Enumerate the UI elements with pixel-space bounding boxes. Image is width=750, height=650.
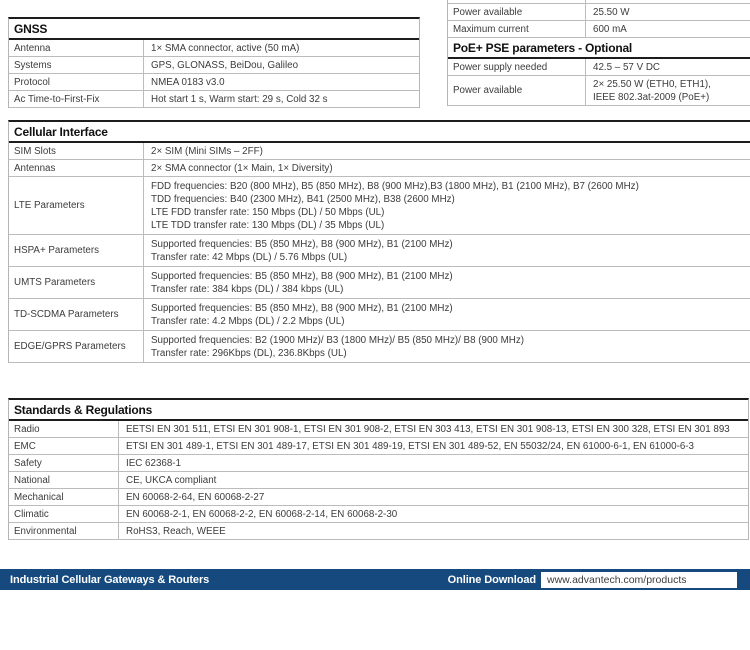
table-row: Environmental RoHS3, Reach, WEEE xyxy=(9,523,748,540)
table-row: Power available 2× 25.50 W (ETH0, ETH1),… xyxy=(448,76,750,106)
row-label: HSPA+ Parameters xyxy=(9,235,144,266)
row-value: 2× SIM (Mini SIMs – 2FF) xyxy=(151,145,263,157)
gnss-table: GNSS Antenna 1× SMA connector, active (5… xyxy=(8,17,420,108)
row-value: EN 60068-2-1, EN 60068-2-2, EN 60068-2-1… xyxy=(126,508,398,520)
table-row: SIM Slots 2× SIM (Mini SIMs – 2FF) xyxy=(9,143,750,160)
row-label: TD-SCDMA Parameters xyxy=(9,299,144,330)
row-value: EN 60068-2-64, EN 60068-2-27 xyxy=(126,491,265,503)
row-label: Antenna xyxy=(9,40,144,56)
row-value: Supported frequencies: B2 (1900 MHz)/ B3… xyxy=(151,334,524,359)
row-label: Antennas xyxy=(9,160,144,176)
row-label: UMTS Parameters xyxy=(9,267,144,298)
table-row: Protocol NMEA 0183 v3.0 xyxy=(9,74,419,91)
row-value xyxy=(586,0,750,3)
table-row: TD-SCDMA Parameters Supported frequencie… xyxy=(9,299,750,331)
row-value: 25.50 W xyxy=(593,6,630,18)
row-label: EMC xyxy=(9,438,119,454)
footer-category-title: Industrial Cellular Gateways & Routers xyxy=(10,573,210,586)
row-value: 2× 25.50 W (ETH0, ETH1), IEEE 802.3at-20… xyxy=(593,78,711,103)
row-label: National xyxy=(9,472,119,488)
row-value: RoHS3, Reach, WEEE xyxy=(126,525,226,537)
row-label: Mechanical xyxy=(9,489,119,505)
table-row: Maximum current 600 mA xyxy=(448,21,750,38)
row-value: Supported frequencies: B5 (850 MHz), B8 … xyxy=(151,302,453,327)
row-label: EDGE/GPRS Parameters xyxy=(9,331,144,362)
row-value: ETSI EN 301 489-1, ETSI EN 301 489-17, E… xyxy=(126,440,695,452)
row-label: Environmental xyxy=(9,523,119,539)
row-value: FDD frequencies: B20 (800 MHz), B5 (850 … xyxy=(151,180,639,231)
row-label: Power available xyxy=(448,4,586,20)
table-row: EDGE/GPRS Parameters Supported frequenci… xyxy=(9,331,750,363)
table-row: UMTS Parameters Supported frequencies: B… xyxy=(9,267,750,299)
table-row: Mechanical EN 60068-2-64, EN 60068-2-27 xyxy=(9,489,748,506)
row-label: Safety xyxy=(9,455,119,471)
row-label: Power available xyxy=(448,76,586,105)
row-label xyxy=(448,0,586,3)
table-row: HSPA+ Parameters Supported frequencies: … xyxy=(9,235,750,267)
row-value: Hot start 1 s, Warm start: 29 s, Cold 32… xyxy=(151,93,328,105)
table-row: EMC ETSI EN 301 489-1, ETSI EN 301 489-1… xyxy=(9,438,748,455)
table-row-clipped xyxy=(448,0,750,4)
download-url-link[interactable]: www.advantech.com/products xyxy=(541,571,737,588)
poe-table: Power available 25.50 W Maximum current … xyxy=(447,0,750,106)
table-row: Safety IEC 62368-1 xyxy=(9,455,748,472)
standards-regulations-table: Standards & Regulations Radio EETSI EN 3… xyxy=(8,398,749,540)
table-row: Systems GPS, GLONASS, BeiDou, Galileo xyxy=(9,57,419,74)
gnss-table-header: GNSS xyxy=(9,19,419,40)
row-value: Supported frequencies: B5 (850 MHz), B8 … xyxy=(151,238,453,263)
row-value: 42.5 – 57 V DC xyxy=(593,61,660,73)
footer-download-group: Online Download www.advantech.com/produc… xyxy=(447,571,750,588)
table-row: LTE Parameters FDD frequencies: B20 (800… xyxy=(9,177,750,235)
cellular-interface-table: Cellular Interface SIM Slots 2× SIM (Min… xyxy=(8,120,750,363)
table-row: Climatic EN 60068-2-1, EN 60068-2-2, EN … xyxy=(9,506,748,523)
table-row: Antennas 2× SMA connector (1× Main, 1× D… xyxy=(9,160,750,177)
poe-pse-section-header: PoE+ PSE parameters - Optional xyxy=(448,38,750,59)
online-download-label: Online Download xyxy=(447,573,536,586)
row-label: Protocol xyxy=(9,74,144,90)
row-value: 1× SMA connector, active (50 mA) xyxy=(151,42,300,54)
row-value: GPS, GLONASS, BeiDou, Galileo xyxy=(151,59,299,71)
row-value: Supported frequencies: B5 (850 MHz), B8 … xyxy=(151,270,453,295)
table-row: National CE, UKCA compliant xyxy=(9,472,748,489)
table-row: Ac Time-to-First-Fix Hot start 1 s, Warm… xyxy=(9,91,419,108)
row-value: 600 mA xyxy=(593,23,627,35)
row-label: Climatic xyxy=(9,506,119,522)
cellular-table-header: Cellular Interface xyxy=(9,122,750,143)
row-value: EETSI EN 301 511, ETSI EN 301 908-1, ETS… xyxy=(126,423,730,435)
standards-table-header: Standards & Regulations xyxy=(9,400,748,421)
table-row: Power supply needed 42.5 – 57 V DC xyxy=(448,59,750,76)
table-row: Antenna 1× SMA connector, active (50 mA) xyxy=(9,40,419,57)
row-label: Maximum current xyxy=(448,21,586,37)
table-row: Power available 25.50 W xyxy=(448,4,750,21)
row-label: SIM Slots xyxy=(9,143,144,159)
footer-category-bar: Industrial Cellular Gateways & Routers O… xyxy=(0,569,750,590)
row-label: Radio xyxy=(9,421,119,437)
row-value: CE, UKCA compliant xyxy=(126,474,217,486)
row-label: Ac Time-to-First-Fix xyxy=(9,91,144,107)
row-value: IEC 62368-1 xyxy=(126,457,182,469)
row-value: NMEA 0183 v3.0 xyxy=(151,76,225,88)
row-label: Power supply needed xyxy=(448,59,586,75)
row-label: Systems xyxy=(9,57,144,73)
table-row: Radio EETSI EN 301 511, ETSI EN 301 908-… xyxy=(9,421,748,438)
row-label: LTE Parameters xyxy=(9,177,144,234)
row-value: 2× SMA connector (1× Main, 1× Diversity) xyxy=(151,162,333,174)
